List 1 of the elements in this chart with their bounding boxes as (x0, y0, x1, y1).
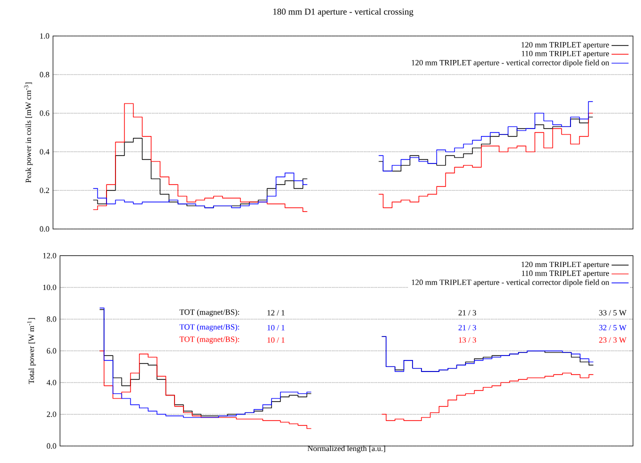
chart-title: 180 mm D1 aperture - vertical crossing (273, 8, 414, 16)
